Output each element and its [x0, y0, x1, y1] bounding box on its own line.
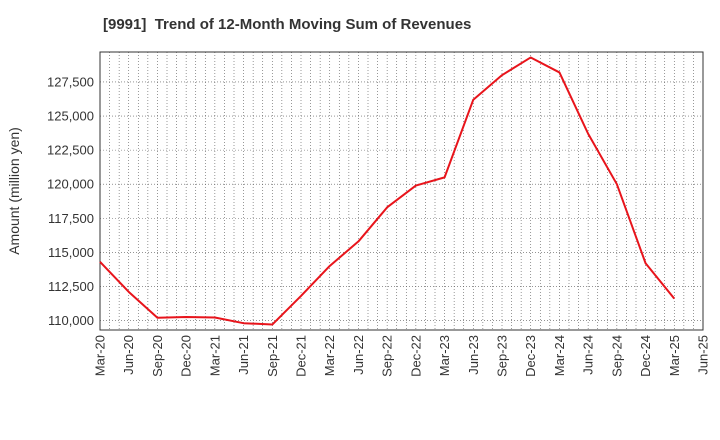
plot-frame	[99, 51, 704, 331]
y-tick-label: 117,500	[48, 211, 94, 226]
x-tick-label: Sep-20	[150, 335, 165, 377]
x-tick-label: Sep-23	[495, 335, 510, 377]
x-tick-label: Jun-21	[236, 335, 251, 375]
y-axis-label: Amount (million yen)	[6, 127, 22, 255]
y-tick-label: 112,500	[48, 279, 94, 294]
x-tick-label: Sep-22	[380, 335, 395, 377]
x-tick-label: Dec-21	[294, 335, 309, 377]
x-tick-label: Jun-24	[581, 335, 596, 375]
x-tick-label: Sep-21	[265, 335, 280, 377]
x-tick-label: Jun-25	[696, 335, 711, 375]
x-tick-label: Mar-20	[93, 335, 108, 376]
x-tick-label: Jun-22	[351, 335, 366, 375]
y-axis: 110,000 112,500 115,000 117,500 120,000 122,5…	[47, 74, 94, 327]
x-tick-label: Jun-23	[466, 335, 481, 375]
x-tick-label: Dec-24	[638, 335, 653, 377]
x-tick-label: Dec-23	[523, 335, 538, 377]
series-layer	[99, 56, 676, 326]
grid	[100, 52, 703, 330]
x-tick-label: Mar-24	[552, 335, 567, 376]
y-tick-label: 122,500	[47, 143, 94, 158]
y-tick-label: 115,000	[48, 245, 94, 260]
y-tick-label: 120,000	[47, 177, 94, 192]
y-tick-label: 127,500	[47, 74, 94, 89]
y-tick-label: 125,000	[47, 109, 94, 124]
y-tick-label: 110,000	[48, 313, 94, 328]
x-tick-label: Dec-22	[408, 335, 423, 377]
chart-title: [9991] Trend of 12-Month Moving Sum of R…	[103, 16, 472, 33]
x-tick-label: Dec-20	[179, 335, 194, 377]
x-axis: Mar-20 Jun-20 Sep-20 Dec-20 Mar-21 Jun-21 Sep-…	[93, 335, 711, 377]
x-tick-label: Mar-21	[207, 335, 222, 376]
x-tick-label: Jun-20	[121, 335, 136, 375]
x-tick-label: Mar-25	[667, 335, 682, 376]
x-tick-label: Mar-22	[322, 335, 337, 376]
x-tick-label: Sep-24	[609, 335, 624, 377]
x-tick-label: Mar-23	[437, 335, 452, 376]
